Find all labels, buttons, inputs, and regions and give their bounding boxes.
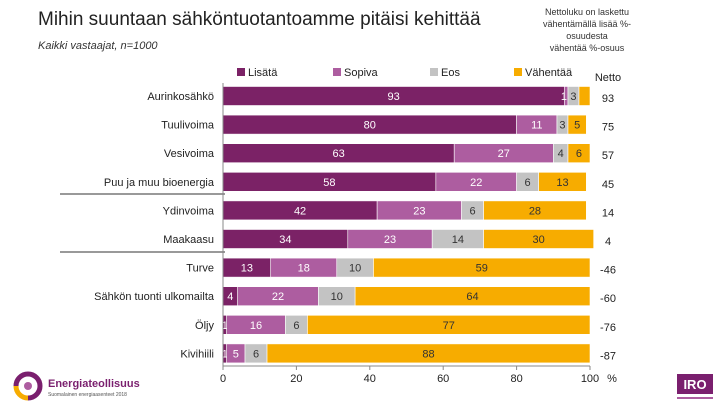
footer-logo-name: Energiateollisuus bbox=[48, 378, 140, 390]
netto-value: 93 bbox=[602, 93, 614, 105]
svg-text:IRO: IRO bbox=[683, 377, 706, 392]
legend-label: Eos bbox=[441, 67, 460, 79]
segment-value-label: 13 bbox=[556, 177, 568, 189]
category-label: Tuulivoima bbox=[161, 120, 215, 132]
bar-segment bbox=[578, 86, 591, 106]
bar-segment bbox=[307, 314, 591, 335]
segment-value-label: 13 bbox=[241, 263, 253, 275]
bar-segment bbox=[538, 172, 587, 192]
category-label: Vesivoima bbox=[164, 148, 215, 160]
segment-value-label: 6 bbox=[253, 348, 259, 360]
segment-value-label: 30 bbox=[532, 234, 544, 246]
legend-swatch bbox=[514, 68, 522, 76]
footer-logo-subtitle: Suomalainen energiaasenteet 2018 bbox=[48, 392, 127, 398]
category-label: Öljy bbox=[195, 320, 214, 332]
segment-value-label: 42 bbox=[294, 205, 306, 217]
segment-value-label: 28 bbox=[529, 205, 541, 217]
segment-value-label: 63 bbox=[332, 148, 344, 160]
chart-subtitle: Kaikki vastaajat, n=1000 bbox=[38, 40, 158, 52]
netto-value: -76 bbox=[600, 322, 616, 334]
segment-value-label: 1 bbox=[222, 320, 228, 332]
segment-value-label: 6 bbox=[525, 177, 531, 189]
netto-value: 57 bbox=[602, 150, 614, 162]
segment-value-label: 6 bbox=[293, 320, 299, 332]
legend-swatch bbox=[333, 68, 341, 76]
segment-value-label: 5 bbox=[574, 120, 580, 132]
legend-label: Vähentää bbox=[525, 67, 573, 79]
segment-value-label: 3 bbox=[570, 91, 576, 103]
segment-value-label: 16 bbox=[250, 320, 262, 332]
x-tick-label: 0 bbox=[220, 373, 226, 385]
netto-value: 75 bbox=[602, 122, 614, 134]
segment-value-label: 5 bbox=[233, 348, 239, 360]
bar-segment bbox=[266, 343, 591, 364]
x-tick-label: 40 bbox=[364, 373, 376, 385]
netto-note-line: vähentämällä lisää %-osuudesta bbox=[542, 19, 632, 41]
x-tick-label: 20 bbox=[290, 373, 302, 385]
bar-segment bbox=[373, 257, 591, 278]
x-axis-unit: % bbox=[607, 373, 617, 385]
chart-title: Mihin suuntaan sähköntuotantoamme pitäis… bbox=[38, 9, 481, 30]
x-tick-label: 60 bbox=[437, 373, 449, 385]
segment-value-label: 1 bbox=[222, 348, 228, 360]
category-label: Puu ja muu bioenergia bbox=[104, 177, 215, 189]
legend-label: Sopiva bbox=[344, 67, 379, 79]
netto-value: -60 bbox=[600, 293, 616, 305]
netto-value: -87 bbox=[600, 350, 616, 362]
netto-value: -46 bbox=[600, 265, 616, 277]
netto-note-line: Nettoluku on laskettu bbox=[544, 7, 630, 17]
x-tick-label: 100 bbox=[581, 373, 599, 385]
category-label: Ydinvoima bbox=[163, 205, 215, 217]
segment-value-label: 14 bbox=[452, 234, 464, 246]
segment-value-label: 18 bbox=[298, 263, 310, 275]
segment-value-label: 23 bbox=[413, 205, 425, 217]
iro-logo-icon: IRO bbox=[677, 374, 713, 399]
segment-value-label: 93 bbox=[388, 91, 400, 103]
segment-value-label: 4 bbox=[227, 291, 233, 303]
segment-value-label: 34 bbox=[279, 234, 291, 246]
bar-segment bbox=[483, 200, 587, 221]
segment-value-label: 22 bbox=[470, 177, 482, 189]
segment-value-label: 4 bbox=[558, 148, 564, 160]
segment-value-label: 22 bbox=[272, 291, 284, 303]
bar-segment bbox=[567, 114, 587, 135]
segment-value-label: 80 bbox=[364, 120, 376, 132]
netto-note: Nettoluku on laskettu vähentämällä lisää… bbox=[532, 6, 642, 54]
legend-swatch bbox=[430, 68, 438, 76]
legend-swatch bbox=[237, 68, 245, 76]
category-label: Kivihiili bbox=[180, 348, 214, 360]
category-label: Aurinkosähkö bbox=[147, 91, 214, 103]
segment-value-label: 77 bbox=[443, 320, 455, 332]
segment-value-label: 6 bbox=[469, 205, 475, 217]
bar-segment bbox=[354, 286, 591, 307]
energiateollisuus-logo-icon bbox=[13, 371, 43, 401]
netto-header: Netto bbox=[595, 72, 621, 84]
netto-note-line: vähentää %-osuus bbox=[549, 43, 625, 53]
segment-value-label: 11 bbox=[531, 120, 542, 132]
segment-value-label: 59 bbox=[476, 263, 488, 275]
category-label: Sähkön tuonti ulkomailta bbox=[94, 291, 215, 303]
netto-value: 4 bbox=[605, 236, 611, 248]
segment-value-label: 3 bbox=[559, 120, 565, 132]
x-tick-label: 80 bbox=[510, 373, 522, 385]
netto-value: 14 bbox=[602, 207, 614, 219]
segment-value-label: 10 bbox=[349, 263, 361, 275]
category-label: Turve bbox=[186, 263, 214, 275]
segment-value-label: 23 bbox=[384, 234, 396, 246]
legend-label: Lisätä bbox=[248, 67, 278, 79]
segment-value-label: 27 bbox=[498, 148, 510, 160]
bar-segment bbox=[567, 143, 591, 163]
netto-value: 45 bbox=[602, 179, 614, 191]
segment-value-label: 88 bbox=[422, 348, 434, 360]
segment-value-label: 6 bbox=[576, 148, 582, 160]
segment-value-label: 64 bbox=[466, 291, 478, 303]
segment-value-label: 58 bbox=[323, 177, 335, 189]
category-label: Maakaasu bbox=[163, 234, 214, 246]
bar-segment bbox=[483, 229, 594, 249]
segment-value-label: 10 bbox=[331, 291, 343, 303]
segment-value-label: 1 bbox=[561, 91, 567, 103]
